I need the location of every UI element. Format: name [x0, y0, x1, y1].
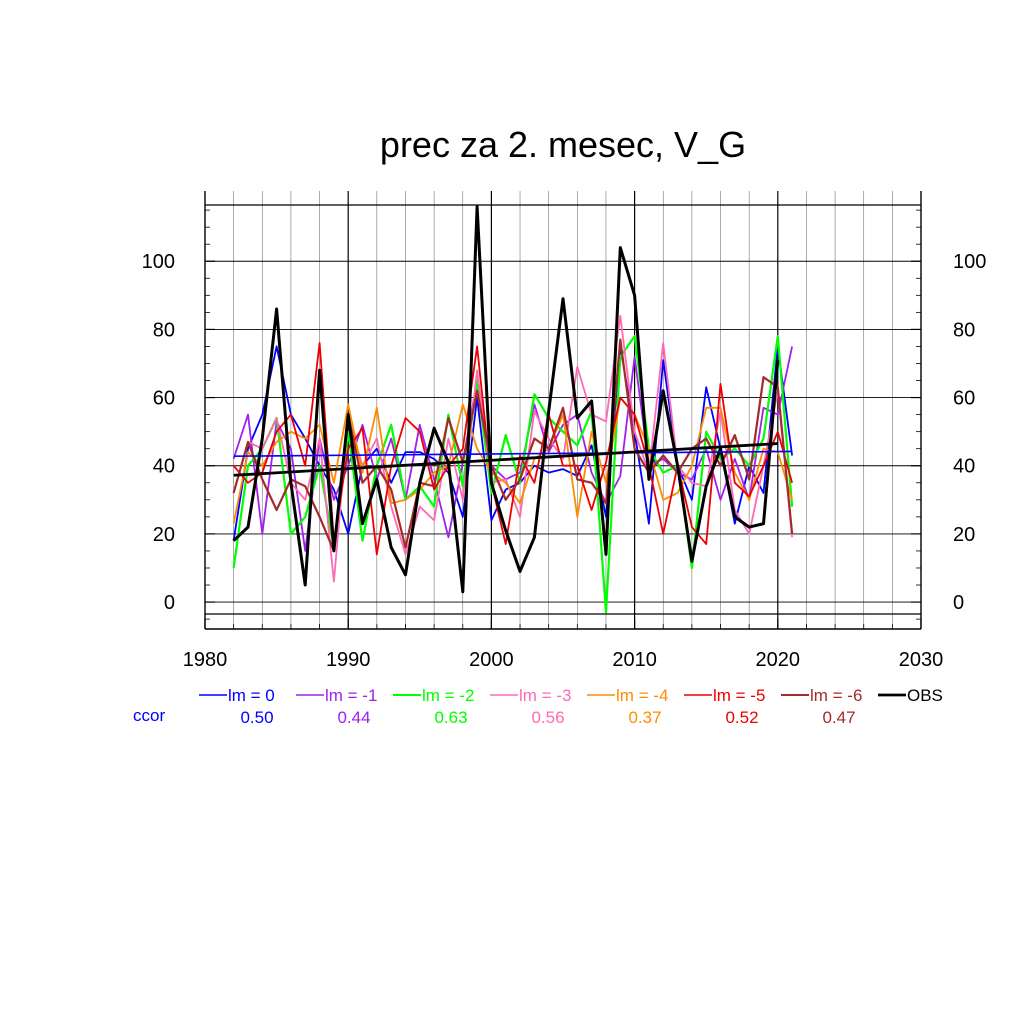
trend-line-1: [233, 442, 778, 477]
legend-label-5: lm = -5: [713, 686, 765, 705]
trend-line-0: [233, 450, 793, 457]
y-tick-label-right: 0: [953, 592, 964, 614]
ccor-label: ccor: [133, 706, 165, 725]
x-tick-label: 1990: [326, 649, 371, 671]
series-line-7: [232, 205, 780, 594]
legend: ccor lm = 0 0.50 lm = -1 0.44 lm = -2 0.63 lm =…: [133, 686, 943, 727]
y-tick-label-left: 80: [153, 319, 175, 341]
series-line-6: [232, 338, 794, 553]
legend-label-0: lm = 0: [228, 686, 275, 705]
y-tick-label-right: 80: [953, 319, 975, 341]
y-tick-label-right: 40: [953, 456, 975, 478]
x-tick-label: 2010: [612, 649, 657, 671]
y-tick-label-left: 20: [153, 524, 175, 546]
ccor-value-0: 0.50: [240, 708, 273, 727]
x-tick-label: 2020: [756, 649, 801, 671]
ccor-value-1: 0.44: [337, 708, 370, 727]
x-tick-label: 2000: [469, 649, 514, 671]
y-tick-label-right: 100: [953, 251, 986, 273]
y-tick-label-right: 60: [953, 388, 975, 410]
x-tick-label: 1980: [183, 649, 228, 671]
ccor-value-3: 0.56: [531, 708, 564, 727]
ccor-value-2: 0.63: [434, 708, 467, 727]
plot-frame: [204, 191, 922, 630]
legend-label-3: lm = -3: [519, 686, 571, 705]
legend-label-7: OBS: [907, 686, 943, 705]
chart-title: prec za 2. mesec, V_G: [380, 124, 746, 165]
series-lines: [232, 205, 794, 614]
legend-label-1: lm = -1: [325, 686, 377, 705]
ccor-value-4: 0.37: [628, 708, 661, 727]
y-tick-label-left: 100: [142, 251, 175, 273]
trend-lines: [233, 442, 793, 477]
y-tick-label-right: 20: [953, 524, 975, 546]
ccor-value-6: 0.47: [822, 708, 855, 727]
x-tick-label: 2030: [899, 649, 944, 671]
y-tick-label-left: 0: [164, 592, 175, 614]
y-tick-label-left: 40: [153, 456, 175, 478]
legend-label-4: lm = -4: [616, 686, 668, 705]
ccor-value-5: 0.52: [725, 708, 758, 727]
legend-label-2: lm = -2: [422, 686, 474, 705]
legend-label-6: lm = -6: [810, 686, 862, 705]
y-tick-label-left: 60: [153, 388, 175, 410]
